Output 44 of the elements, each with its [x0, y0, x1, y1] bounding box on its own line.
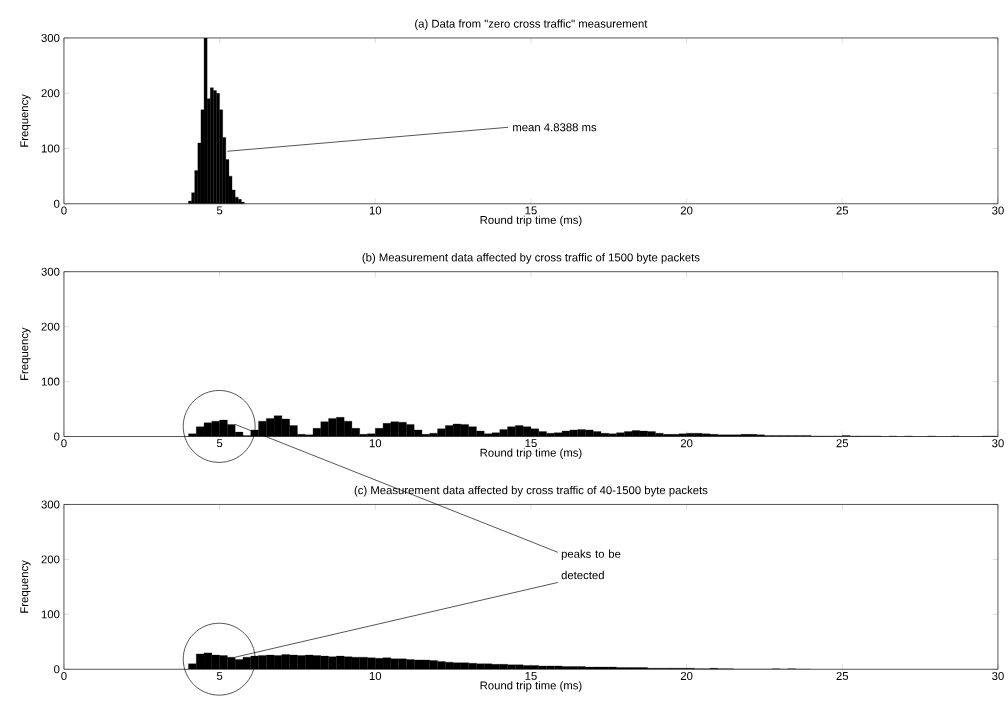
y-axis-title: Frequency — [20, 94, 31, 147]
x-tick-label: 10 — [369, 439, 382, 448]
y-tick-label: 100 — [41, 144, 60, 153]
x-tick-label: 30 — [992, 671, 1004, 680]
x-tick-label: 0 — [61, 671, 67, 680]
x-tick-label: 5 — [216, 671, 223, 680]
x-axis-title: Round trip time (ms) — [480, 681, 582, 692]
y-tick-label: 300 — [41, 33, 60, 42]
chart-title: (b) Measurement data affected by cross traffic of 1500 byte packets — [362, 253, 700, 264]
x-tick-label: 5 — [216, 439, 223, 448]
x-tick-label: 5 — [216, 206, 223, 215]
y-axis-title: Frequency — [20, 327, 31, 380]
y-tick-label: 100 — [41, 610, 60, 619]
x-tick-label: 0 — [61, 439, 67, 448]
chart-title: (a) Data from "zero cross traffic" measurement — [415, 19, 648, 30]
chart-title: (c) Measurement data affected by cross traffic of 40-1500 byte packets — [354, 485, 708, 497]
y-tick-label: 300 — [41, 267, 60, 276]
x-tick-label: 15 — [525, 206, 537, 215]
y-tick-label: 0 — [54, 665, 60, 674]
y-tick-label: 200 — [41, 555, 60, 564]
x-tick-label: 20 — [680, 206, 693, 215]
y-tick-label: 100 — [41, 377, 60, 386]
y-tick-label: 300 — [41, 500, 60, 509]
annotation: mean 4.8388 ms — [513, 123, 597, 132]
x-tick-label: 20 — [680, 671, 693, 680]
y-tick-label: 200 — [41, 322, 60, 331]
x-tick-label: 10 — [369, 206, 382, 215]
x-tick-label: 15 — [525, 671, 537, 680]
y-axis-title: Frequency — [20, 560, 31, 613]
x-axis-title: Round trip time (ms) — [480, 215, 582, 227]
y-tick-label: 0 — [54, 199, 60, 208]
annotation: peaks to be detected — [561, 549, 621, 580]
x-tick-label: 20 — [680, 439, 693, 448]
x-tick-label: 25 — [836, 439, 849, 448]
y-tick-label: 0 — [54, 432, 60, 441]
x-tick-label: 30 — [992, 439, 1004, 448]
y-tick-label: 200 — [41, 89, 60, 98]
x-tick-label: 25 — [836, 671, 849, 680]
x-tick-label: 10 — [369, 671, 382, 680]
x-axis-title: Round trip time (ms) — [480, 448, 582, 459]
x-tick-label: 25 — [836, 206, 849, 215]
x-tick-label: 30 — [992, 206, 1004, 215]
x-tick-label: 15 — [525, 439, 537, 448]
x-tick-label: 0 — [61, 206, 67, 215]
